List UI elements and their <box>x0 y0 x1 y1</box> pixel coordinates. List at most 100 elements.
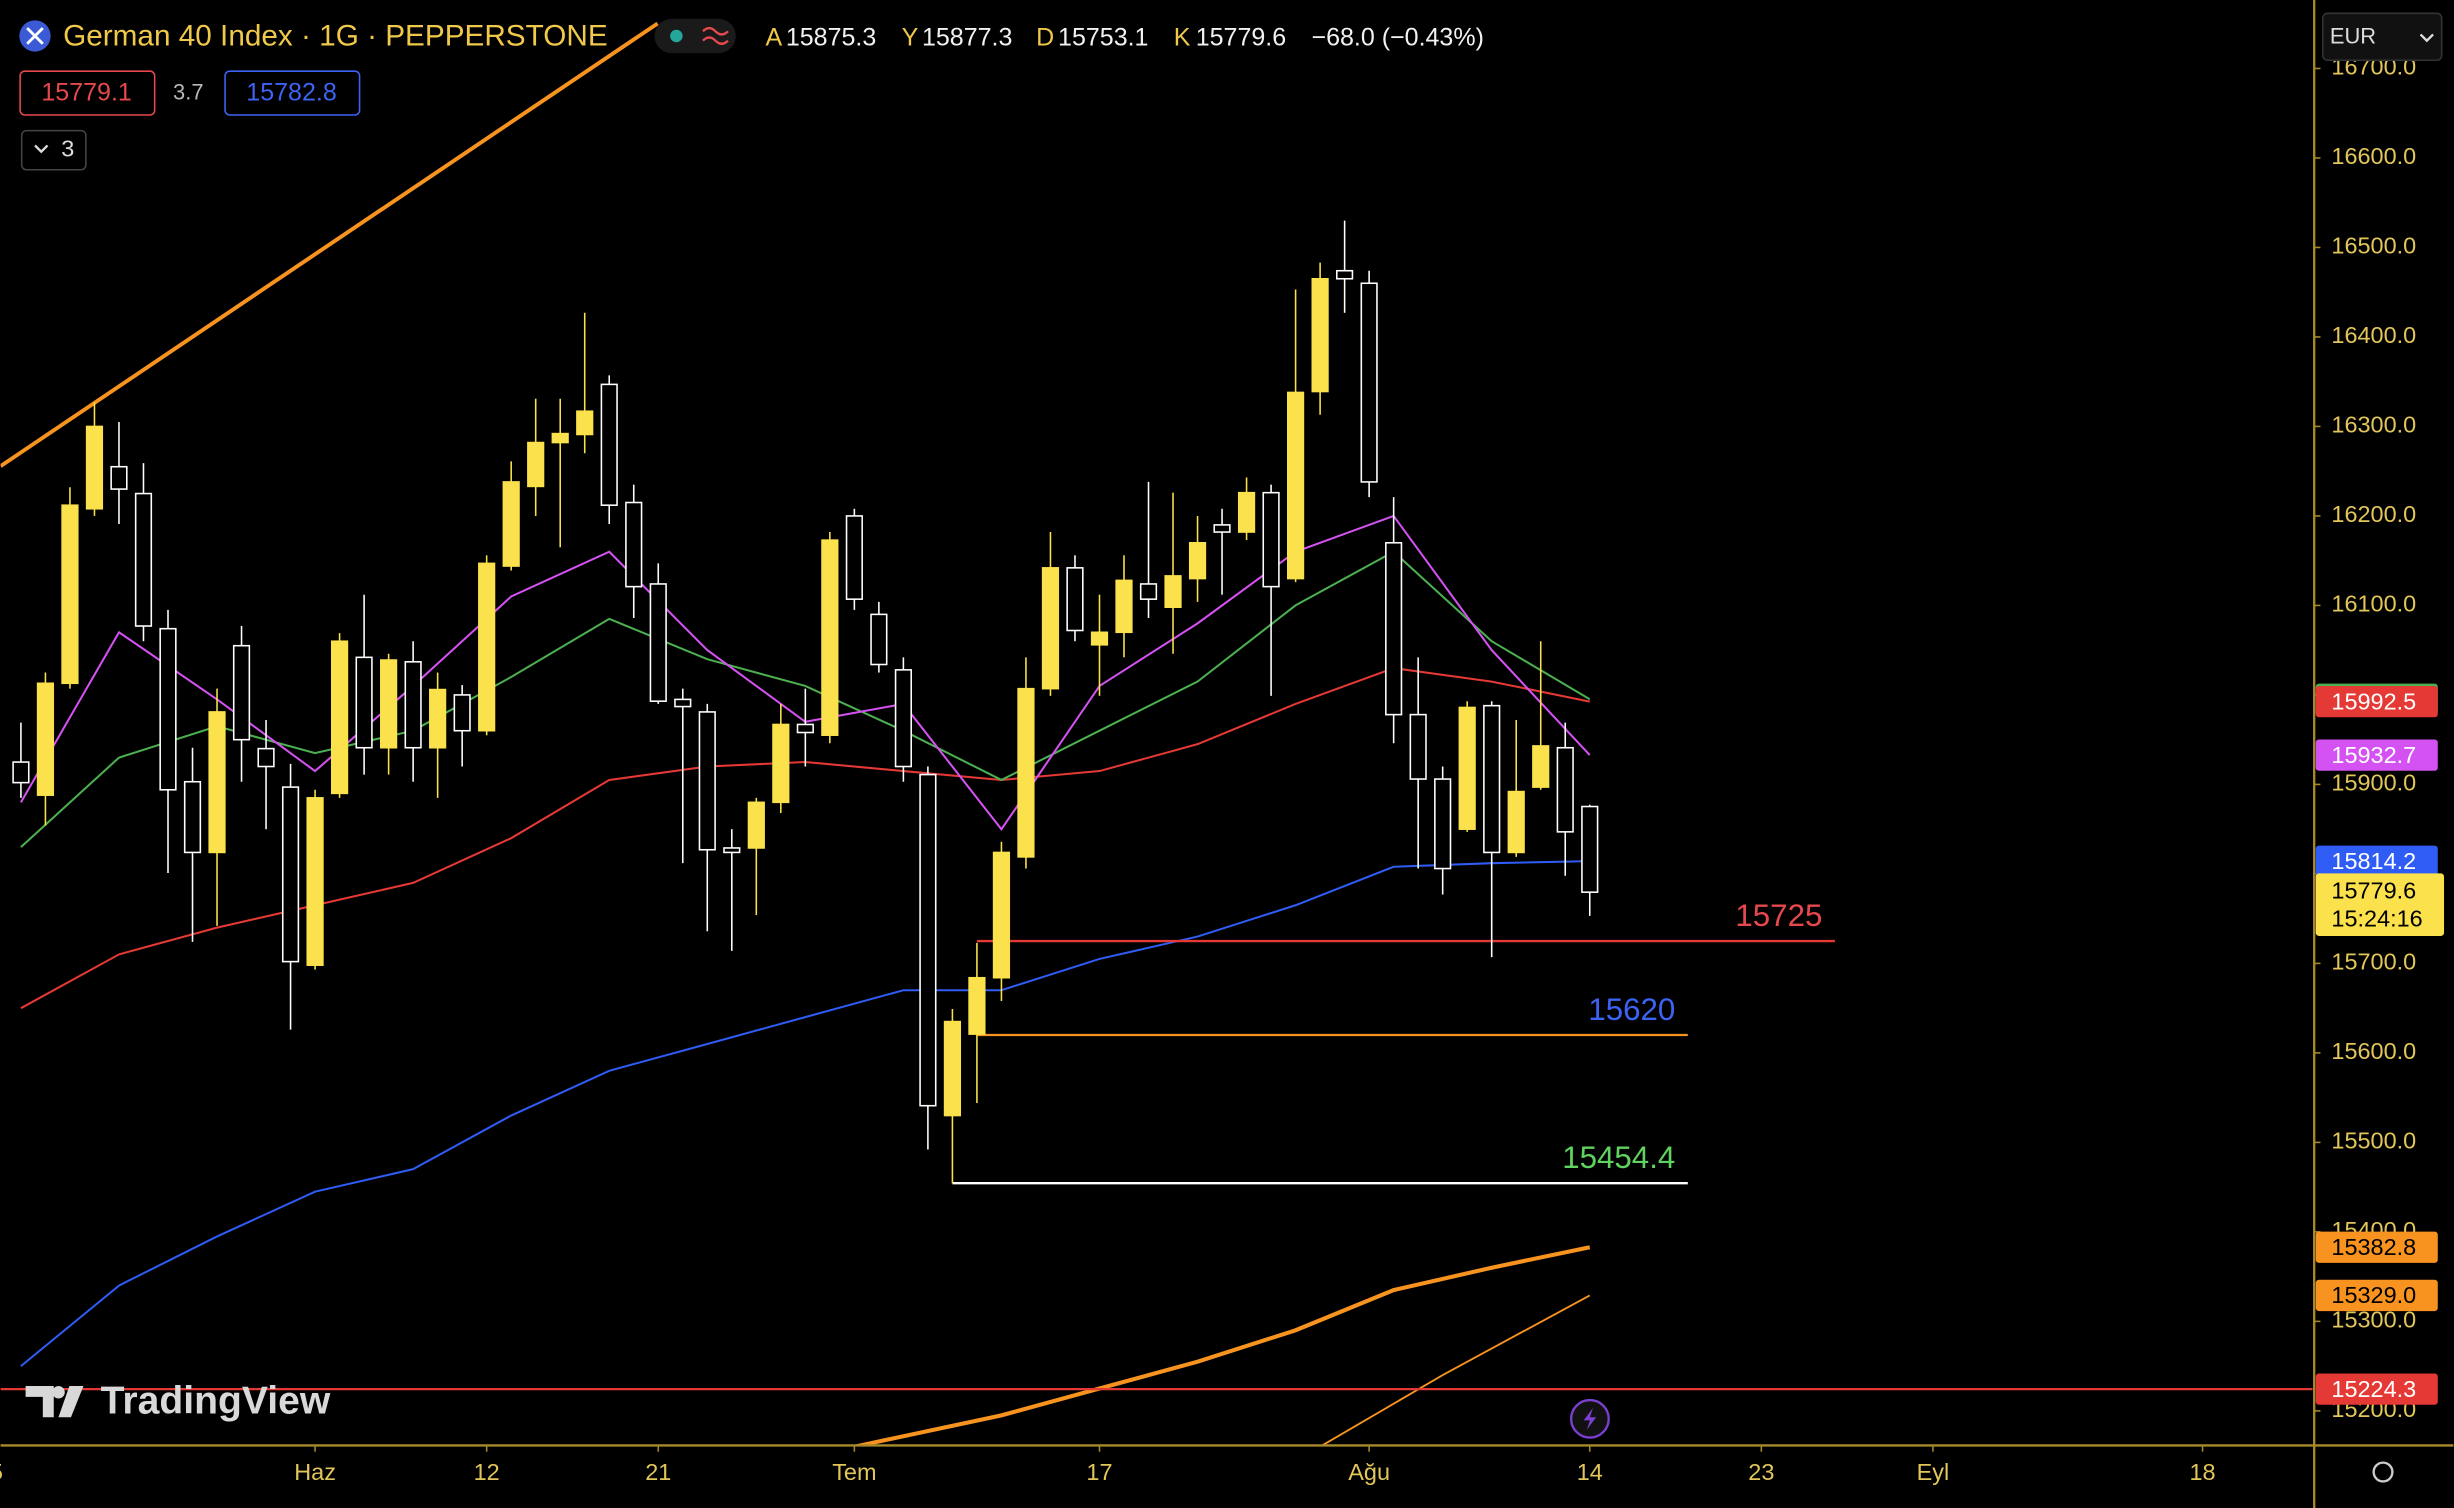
candle-body <box>478 562 496 732</box>
price-label-box <box>2315 1373 2438 1405</box>
candle-body <box>1409 713 1427 780</box>
candle-body <box>943 1020 962 1117</box>
candle-body <box>870 613 888 666</box>
x-tick-label: Ağu <box>1348 1459 1390 1485</box>
symbol-icon-glyph <box>26 27 44 45</box>
candle-body <box>330 640 349 795</box>
candle-body <box>134 492 153 627</box>
plot-area: 15725 15620 15454.4 <box>0 21 2313 1446</box>
price-label: 15329.0 <box>2331 1282 2416 1308</box>
buy-price: 15782.8 <box>246 78 336 106</box>
chevron <box>34 144 49 154</box>
change: −68.0 (−0.43%) <box>1311 24 1483 52</box>
candle-body <box>232 644 251 741</box>
candle-body <box>1139 583 1158 600</box>
candle-body <box>919 773 937 1107</box>
candle-body <box>1090 631 1109 646</box>
indicator-toggle[interactable] <box>20 129 87 171</box>
candle-body <box>1434 778 1452 870</box>
candle-body <box>1262 491 1280 588</box>
y-tick-label: 16400.0 <box>2331 322 2416 348</box>
candle-body <box>1066 567 1084 632</box>
candle-body <box>208 711 226 854</box>
candle-body <box>306 797 324 966</box>
candle-body <box>1507 790 1525 854</box>
price-label: 15932.7 <box>2331 742 2416 768</box>
candle-body <box>796 723 814 734</box>
y-tick-label: 15600.0 <box>2331 1038 2416 1064</box>
price-label-box <box>2315 1231 2438 1263</box>
candle-body <box>257 747 275 768</box>
trend-line <box>0 21 659 468</box>
x-tick-label: Haz <box>294 1459 336 1485</box>
candle-body <box>12 761 30 784</box>
x-tick-label: Eyl <box>1917 1459 1950 1485</box>
last-price: 15779.6 <box>2331 877 2416 903</box>
ohlc-value: 15877.3 <box>922 24 1012 52</box>
price-label: 15992.5 <box>2331 688 2416 714</box>
candle-body <box>1041 567 1060 690</box>
ohlc-value: 15875.3 <box>786 24 876 52</box>
candle-body <box>992 851 1011 979</box>
candle-body <box>625 501 643 588</box>
y-tick-label: 16500.0 <box>2331 233 2416 259</box>
axes: 16700.016600.016500.016400.016300.016200… <box>0 54 2445 1485</box>
candle-body <box>674 698 692 708</box>
buy-button[interactable] <box>224 70 361 116</box>
price-label: 15382.8 <box>2331 1234 2416 1260</box>
y-tick-label: 16300.0 <box>2331 412 2416 438</box>
candle-body <box>1532 745 1550 788</box>
sell-button[interactable] <box>19 70 156 116</box>
candle-body <box>821 539 839 736</box>
settings-icon[interactable] <box>2372 1461 2394 1483</box>
spread: 3.7 <box>173 80 203 105</box>
candle-body <box>600 383 618 506</box>
candle-body <box>1581 805 1599 893</box>
delay-icon <box>702 26 729 45</box>
candle-body <box>576 410 594 436</box>
candle-body <box>894 669 912 768</box>
level-label: 15725 <box>1735 898 1822 933</box>
candle-body <box>1115 579 1133 634</box>
candle-body <box>61 504 79 685</box>
indicator-line <box>20 860 1590 1367</box>
candle-body <box>159 627 177 791</box>
candle-body <box>1385 542 1403 716</box>
x-tick-label: 12 <box>474 1459 500 1485</box>
indicator-count: 3 <box>61 135 74 161</box>
price-label: 15224.3 <box>2331 1376 2416 1402</box>
candle-body <box>183 780 202 854</box>
ohlc-value: 15779.6 <box>1196 24 1286 52</box>
candle-body <box>649 583 667 702</box>
logo-mark <box>25 1385 84 1418</box>
ohlc-label: D <box>1036 24 1054 52</box>
y-tick-label: 16100.0 <box>2331 591 2416 617</box>
candle-body <box>772 723 790 804</box>
candle-body <box>110 465 128 490</box>
y-tick-label: 16600.0 <box>2331 143 2416 169</box>
market-open-dot <box>670 29 683 43</box>
currency-select[interactable] <box>2322 12 2443 62</box>
candle-body <box>1458 706 1476 830</box>
price-label: 15814.2 <box>2331 848 2416 874</box>
y-tick-label: 16200.0 <box>2331 501 2416 527</box>
status-pill[interactable] <box>654 18 736 54</box>
x-tick-label: 23 <box>1748 1459 1774 1485</box>
candle-body <box>1311 277 1329 393</box>
ohlc-value: 15753.1 <box>1058 24 1148 52</box>
logo-text: TradingView <box>101 1380 331 1423</box>
candle-body <box>1164 575 1182 609</box>
x-tick-label: 18 <box>2190 1459 2216 1485</box>
candle-body <box>1017 687 1035 858</box>
currency: EUR <box>2330 23 2376 48</box>
ohlc-label: Y <box>902 24 919 52</box>
candle-body <box>85 425 104 510</box>
symbol-title[interactable]: German 40 Index · 1G · PEPPERSTONE <box>63 19 608 52</box>
x-tick-label: 14 <box>1577 1459 1603 1485</box>
chevron <box>2419 33 2434 43</box>
last-price-box <box>2315 873 2445 936</box>
candle-body <box>429 688 447 749</box>
candle-body <box>527 441 545 488</box>
